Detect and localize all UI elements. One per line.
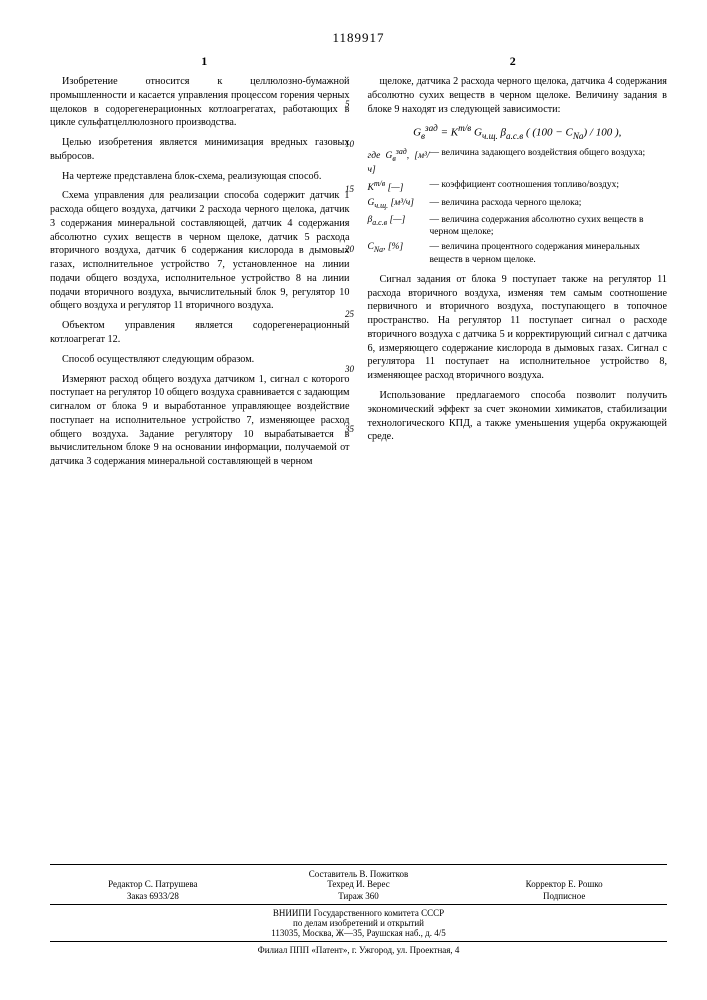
- line-num: 35: [345, 425, 354, 434]
- footer-sub: Подписное: [461, 891, 667, 901]
- footer-org1: ВНИИПИ Государственного комитета СССР: [50, 908, 667, 918]
- where-sym: Gч.щ. [м³/ч]: [368, 197, 430, 212]
- line-num: 20: [345, 245, 354, 254]
- footer-order: Заказ 6933/28: [50, 891, 256, 901]
- para: Сигнал задания от блока 9 поступает такж…: [368, 273, 668, 383]
- line-num: 25: [345, 310, 354, 319]
- para: Измеряют расход общего воздуха датчиком …: [50, 373, 350, 469]
- footer-addr2: Филиал ППП «Патент», г. Ужгород, ул. Про…: [50, 945, 667, 955]
- para: Схема управления для реализации способа …: [50, 189, 350, 313]
- para: щелоке, датчика 2 расхода черного щелока…: [368, 75, 668, 116]
- line-num: 5: [345, 100, 350, 109]
- where-row: Gч.щ. [м³/ч] — величина расхода черного …: [368, 197, 668, 212]
- line-num: 30: [345, 365, 354, 374]
- para: На чертеже представлена блок-схема, реал…: [50, 170, 350, 184]
- where-row: Kт/в [—] — коэффициент соотношения топли…: [368, 179, 668, 195]
- where-def: — коэффициент соотношения топливо/воздух…: [430, 179, 668, 192]
- right-column: щелоке, датчика 2 расхода черного щелока…: [368, 75, 668, 475]
- footer-corrector: Корректор Е. Рошко: [461, 879, 667, 889]
- col-label-left: 1: [50, 54, 359, 69]
- where-def: — величина содержания абсолютно сухих ве…: [430, 214, 668, 240]
- column-headers: 1 2: [50, 54, 667, 69]
- where-def: — величина задающего воздействия общего …: [430, 147, 668, 160]
- footer-tirage: Тираж 360: [256, 891, 462, 901]
- where-sym: Kт/в [—]: [368, 179, 430, 195]
- where-row: CNa, [%] — величина процентного содержан…: [368, 241, 668, 267]
- document-number: 1189917: [50, 30, 667, 46]
- where-row: где Gвзад, [м³/ч] — величина задающего в…: [368, 147, 668, 178]
- where-sym: βа.с.в [—]: [368, 214, 430, 229]
- where-def: — величина процентного содержания минера…: [430, 241, 668, 267]
- col-label-right: 2: [359, 54, 668, 69]
- where-sym: где Gвзад, [м³/ч]: [368, 147, 430, 178]
- where-row: βа.с.в [—] — величина содержания абсолют…: [368, 214, 668, 240]
- para: Объектом управления является содорегенер…: [50, 319, 350, 347]
- body-columns: Изобретение относится к целлюлозно-бумаж…: [50, 75, 667, 475]
- where-def: — величина расхода черного щелока;: [430, 197, 668, 210]
- left-column: Изобретение относится к целлюлозно-бумаж…: [50, 75, 350, 475]
- footer: Составитель В. Пожитков Редактор С. Патр…: [50, 864, 667, 955]
- para: Способ осуществляют следующим образом.: [50, 353, 350, 367]
- footer-editor: Редактор С. Патрушева: [50, 879, 256, 889]
- line-num: 10: [345, 140, 354, 149]
- para: Использование предлагаемого способа позв…: [368, 389, 668, 444]
- para: Изобретение относится к целлюлозно-бумаж…: [50, 75, 350, 130]
- where-table: где Gвзад, [м³/ч] — величина задающего в…: [368, 147, 668, 267]
- para: Целью изобретения является минимизация в…: [50, 136, 350, 164]
- footer-addr1: 113035, Москва, Ж—35, Раушская наб., д. …: [50, 928, 667, 938]
- formula: Gвзад = Kт/в Gч.щ. βа.с.в ( (100 − CNa) …: [368, 122, 668, 142]
- line-num: 15: [345, 185, 354, 194]
- footer-org2: по делам изобретений и открытий: [50, 918, 667, 928]
- footer-tech: Техред И. Верес: [256, 879, 462, 889]
- where-sym: CNa, [%]: [368, 241, 430, 256]
- footer-compiler: Составитель В. Пожитков: [50, 869, 667, 879]
